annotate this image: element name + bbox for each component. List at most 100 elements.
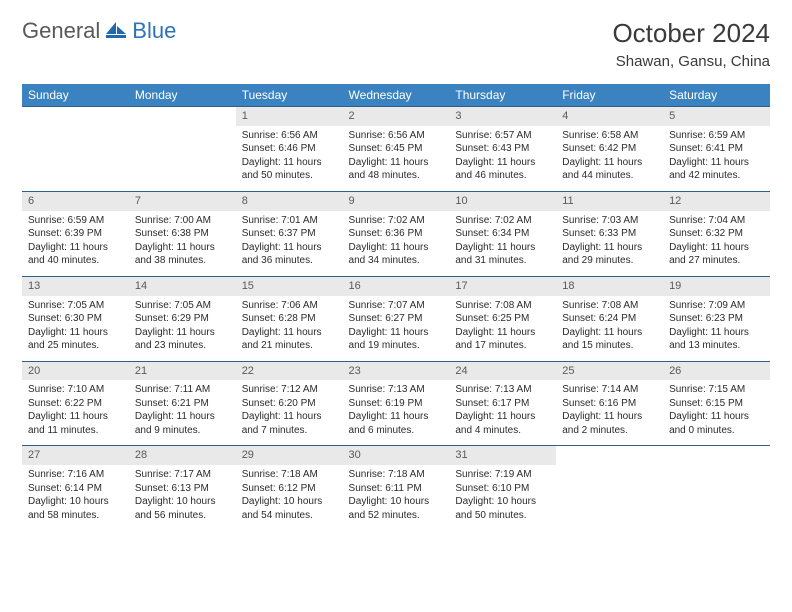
day-number: 29 — [236, 445, 343, 465]
daylight-line: Daylight: 10 hours and 50 minutes. — [455, 495, 550, 522]
calendar-day-cell: 24Sunrise: 7:13 AMSunset: 6:17 PMDayligh… — [449, 361, 556, 446]
sunrise-line: Sunrise: 7:02 AM — [455, 214, 550, 228]
day-body: Sunrise: 7:08 AMSunset: 6:25 PMDaylight:… — [449, 296, 556, 361]
sunrise-line: Sunrise: 6:57 AM — [455, 129, 550, 143]
sunrise-line: Sunrise: 7:18 AM — [349, 468, 444, 482]
daylight-line: Daylight: 11 hours and 0 minutes. — [669, 410, 764, 437]
daylight-line: Daylight: 11 hours and 50 minutes. — [242, 156, 337, 183]
calendar-week-row: 1Sunrise: 6:56 AMSunset: 6:46 PMDaylight… — [22, 106, 770, 191]
sunrise-line: Sunrise: 7:10 AM — [28, 383, 123, 397]
daylight-line: Daylight: 11 hours and 23 minutes. — [135, 326, 230, 353]
day-number: 19 — [663, 276, 770, 296]
calendar-day-cell: 6Sunrise: 6:59 AMSunset: 6:39 PMDaylight… — [22, 191, 129, 276]
sunrise-line: Sunrise: 7:09 AM — [669, 299, 764, 313]
weekday-header: Friday — [556, 84, 663, 106]
daylight-line: Daylight: 11 hours and 40 minutes. — [28, 241, 123, 268]
title-block: October 2024 Shawan, Gansu, China — [612, 18, 770, 70]
day-number: 1 — [236, 106, 343, 126]
weekday-header: Wednesday — [343, 84, 450, 106]
sunrise-line: Sunrise: 7:08 AM — [562, 299, 657, 313]
sunset-line: Sunset: 6:32 PM — [669, 227, 764, 241]
sunrise-line: Sunrise: 6:59 AM — [28, 214, 123, 228]
day-number: 3 — [449, 106, 556, 126]
sunrise-line: Sunrise: 7:02 AM — [349, 214, 444, 228]
calendar-day-cell: 3Sunrise: 6:57 AMSunset: 6:43 PMDaylight… — [449, 106, 556, 191]
sunset-line: Sunset: 6:20 PM — [242, 397, 337, 411]
sunrise-line: Sunrise: 7:18 AM — [242, 468, 337, 482]
sunset-line: Sunset: 6:38 PM — [135, 227, 230, 241]
daylight-line: Daylight: 10 hours and 58 minutes. — [28, 495, 123, 522]
day-body: Sunrise: 7:19 AMSunset: 6:10 PMDaylight:… — [449, 465, 556, 530]
sunrise-line: Sunrise: 7:13 AM — [455, 383, 550, 397]
sunset-line: Sunset: 6:34 PM — [455, 227, 550, 241]
day-number: 27 — [22, 445, 129, 465]
day-number: 21 — [129, 361, 236, 381]
day-body: Sunrise: 7:06 AMSunset: 6:28 PMDaylight:… — [236, 296, 343, 361]
sunrise-line: Sunrise: 7:17 AM — [135, 468, 230, 482]
sunrise-line: Sunrise: 7:00 AM — [135, 214, 230, 228]
day-body: Sunrise: 7:09 AMSunset: 6:23 PMDaylight:… — [663, 296, 770, 361]
daylight-line: Daylight: 11 hours and 29 minutes. — [562, 241, 657, 268]
calendar-day-cell: 13Sunrise: 7:05 AMSunset: 6:30 PMDayligh… — [22, 276, 129, 361]
daylight-line: Daylight: 11 hours and 2 minutes. — [562, 410, 657, 437]
calendar-day-cell: 22Sunrise: 7:12 AMSunset: 6:20 PMDayligh… — [236, 361, 343, 446]
day-number: 30 — [343, 445, 450, 465]
calendar-day-cell: 26Sunrise: 7:15 AMSunset: 6:15 PMDayligh… — [663, 361, 770, 446]
daylight-line: Daylight: 11 hours and 4 minutes. — [455, 410, 550, 437]
calendar-day-cell: 15Sunrise: 7:06 AMSunset: 6:28 PMDayligh… — [236, 276, 343, 361]
sunset-line: Sunset: 6:15 PM — [669, 397, 764, 411]
weekday-header: Tuesday — [236, 84, 343, 106]
sunrise-line: Sunrise: 7:11 AM — [135, 383, 230, 397]
calendar-day-cell: 25Sunrise: 7:14 AMSunset: 6:16 PMDayligh… — [556, 361, 663, 446]
sunset-line: Sunset: 6:12 PM — [242, 482, 337, 496]
day-body: Sunrise: 6:57 AMSunset: 6:43 PMDaylight:… — [449, 126, 556, 191]
calendar-day-cell: 27Sunrise: 7:16 AMSunset: 6:14 PMDayligh… — [22, 445, 129, 530]
day-body: Sunrise: 7:14 AMSunset: 6:16 PMDaylight:… — [556, 380, 663, 445]
daylight-line: Daylight: 11 hours and 34 minutes. — [349, 241, 444, 268]
day-body: Sunrise: 7:05 AMSunset: 6:29 PMDaylight:… — [129, 296, 236, 361]
daylight-line: Daylight: 11 hours and 27 minutes. — [669, 241, 764, 268]
day-number: 7 — [129, 191, 236, 211]
sunset-line: Sunset: 6:10 PM — [455, 482, 550, 496]
calendar-day-cell: 1Sunrise: 6:56 AMSunset: 6:46 PMDaylight… — [236, 106, 343, 191]
daylight-line: Daylight: 11 hours and 25 minutes. — [28, 326, 123, 353]
sunset-line: Sunset: 6:27 PM — [349, 312, 444, 326]
sunrise-line: Sunrise: 7:05 AM — [135, 299, 230, 313]
weekday-header: Thursday — [449, 84, 556, 106]
day-number: 31 — [449, 445, 556, 465]
daylight-line: Daylight: 11 hours and 6 minutes. — [349, 410, 444, 437]
sunset-line: Sunset: 6:23 PM — [669, 312, 764, 326]
day-number: 20 — [22, 361, 129, 381]
day-number: 23 — [343, 361, 450, 381]
sunrise-line: Sunrise: 7:05 AM — [28, 299, 123, 313]
sunrise-line: Sunrise: 6:59 AM — [669, 129, 764, 143]
day-number: 5 — [663, 106, 770, 126]
day-body: Sunrise: 7:02 AMSunset: 6:36 PMDaylight:… — [343, 211, 450, 276]
day-body: Sunrise: 7:13 AMSunset: 6:17 PMDaylight:… — [449, 380, 556, 445]
brand-word-1: General — [22, 18, 100, 44]
calendar-day-cell: 16Sunrise: 7:07 AMSunset: 6:27 PMDayligh… — [343, 276, 450, 361]
day-body: Sunrise: 7:04 AMSunset: 6:32 PMDaylight:… — [663, 211, 770, 276]
day-body: Sunrise: 7:18 AMSunset: 6:11 PMDaylight:… — [343, 465, 450, 530]
calendar-day-cell: 2Sunrise: 6:56 AMSunset: 6:45 PMDaylight… — [343, 106, 450, 191]
day-body: Sunrise: 7:13 AMSunset: 6:19 PMDaylight:… — [343, 380, 450, 445]
day-body: Sunrise: 7:05 AMSunset: 6:30 PMDaylight:… — [22, 296, 129, 361]
sunset-line: Sunset: 6:39 PM — [28, 227, 123, 241]
sunset-line: Sunset: 6:13 PM — [135, 482, 230, 496]
month-title: October 2024 — [612, 18, 770, 49]
sunset-line: Sunset: 6:43 PM — [455, 142, 550, 156]
sunrise-line: Sunrise: 7:08 AM — [455, 299, 550, 313]
daylight-line: Daylight: 11 hours and 15 minutes. — [562, 326, 657, 353]
day-body: Sunrise: 7:00 AMSunset: 6:38 PMDaylight:… — [129, 211, 236, 276]
calendar-day-cell: 18Sunrise: 7:08 AMSunset: 6:24 PMDayligh… — [556, 276, 663, 361]
daylight-line: Daylight: 11 hours and 46 minutes. — [455, 156, 550, 183]
sunrise-line: Sunrise: 7:16 AM — [28, 468, 123, 482]
daylight-line: Daylight: 11 hours and 48 minutes. — [349, 156, 444, 183]
calendar-day-cell: 14Sunrise: 7:05 AMSunset: 6:29 PMDayligh… — [129, 276, 236, 361]
calendar-day-cell: 9Sunrise: 7:02 AMSunset: 6:36 PMDaylight… — [343, 191, 450, 276]
day-number: 28 — [129, 445, 236, 465]
daylight-line: Daylight: 11 hours and 13 minutes. — [669, 326, 764, 353]
day-body: Sunrise: 7:03 AMSunset: 6:33 PMDaylight:… — [556, 211, 663, 276]
day-number: 26 — [663, 361, 770, 381]
sunset-line: Sunset: 6:16 PM — [562, 397, 657, 411]
